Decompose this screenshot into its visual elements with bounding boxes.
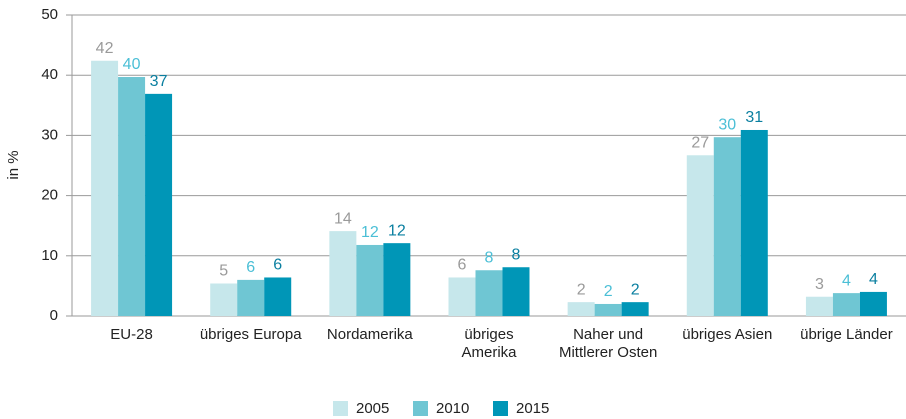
x-tick-label: übriges Asien (682, 326, 773, 343)
legend-swatch (413, 401, 428, 416)
value-label: 6 (246, 259, 255, 276)
bar (448, 277, 476, 316)
bar (145, 93, 173, 316)
y-tick-label: 30 (41, 126, 58, 143)
legend-swatch (493, 401, 508, 416)
bar (805, 296, 833, 316)
x-tick-label: Naher und Mittlerer Osten (558, 326, 658, 361)
bar (210, 283, 238, 316)
y-axis-label: in % (5, 150, 22, 179)
value-label: 30 (718, 116, 736, 133)
value-label: 8 (485, 249, 494, 266)
value-label: 14 (334, 210, 352, 227)
value-label: 31 (745, 109, 763, 126)
value-label: 2 (604, 283, 613, 300)
bar (264, 277, 292, 316)
value-label: 42 (96, 40, 114, 57)
x-tick-label: übriges Europa (199, 326, 302, 343)
value-label: 5 (219, 263, 228, 280)
value-label: 4 (869, 271, 878, 288)
value-label: 3 (815, 276, 824, 293)
bar (502, 267, 530, 316)
y-tick-label: 0 (50, 307, 58, 324)
bar (237, 279, 265, 316)
x-tick-label: Nordamerika (326, 326, 413, 343)
x-tick-label: übriges Amerika (461, 326, 517, 361)
bar (91, 60, 119, 316)
x-tick-label: übrige Länder (800, 326, 893, 343)
x-tick-label-box: übriges Europa (199, 326, 302, 343)
value-label: 12 (388, 222, 406, 239)
value-label: 2 (577, 281, 586, 298)
legend-label: 2015 (516, 400, 549, 417)
y-tick-label: 10 (41, 247, 58, 264)
bar (567, 302, 595, 316)
y-tick-label: 40 (41, 66, 58, 83)
bar (740, 129, 768, 316)
x-tick-label-box: Naher und Mittlerer Osten (558, 326, 658, 361)
value-label: 2 (631, 281, 640, 298)
bar (475, 270, 503, 316)
value-label: 8 (512, 246, 521, 263)
legend-label: 2005 (356, 400, 389, 417)
x-tick-label-box: EU-28 (110, 326, 153, 343)
bar (118, 77, 146, 316)
x-tick-label-box: Nordamerika (326, 326, 413, 343)
y-tick-label: 20 (41, 187, 58, 204)
value-label: 12 (361, 224, 379, 241)
value-label: 40 (123, 56, 141, 73)
bar (713, 137, 741, 316)
bar (621, 302, 649, 316)
bar (594, 303, 622, 316)
value-label: 37 (150, 73, 168, 90)
value-label: 27 (691, 134, 709, 151)
bar (686, 155, 714, 316)
x-tick-label-box: übriges Amerika (461, 326, 517, 361)
y-tick-label: 50 (41, 6, 58, 23)
x-tick-label-box: übrige Länder (800, 326, 893, 343)
legend-label: 2010 (436, 400, 469, 417)
bar (329, 231, 357, 316)
bar (859, 291, 887, 316)
value-label: 6 (458, 257, 467, 274)
x-tick-label-box: übriges Asien (682, 326, 773, 343)
bar (356, 244, 384, 316)
x-tick-label: EU-28 (110, 326, 153, 343)
bar (383, 243, 411, 316)
bar (832, 293, 860, 316)
legend-swatch (333, 401, 348, 416)
value-label: 6 (273, 257, 282, 274)
value-label: 4 (842, 272, 851, 289)
